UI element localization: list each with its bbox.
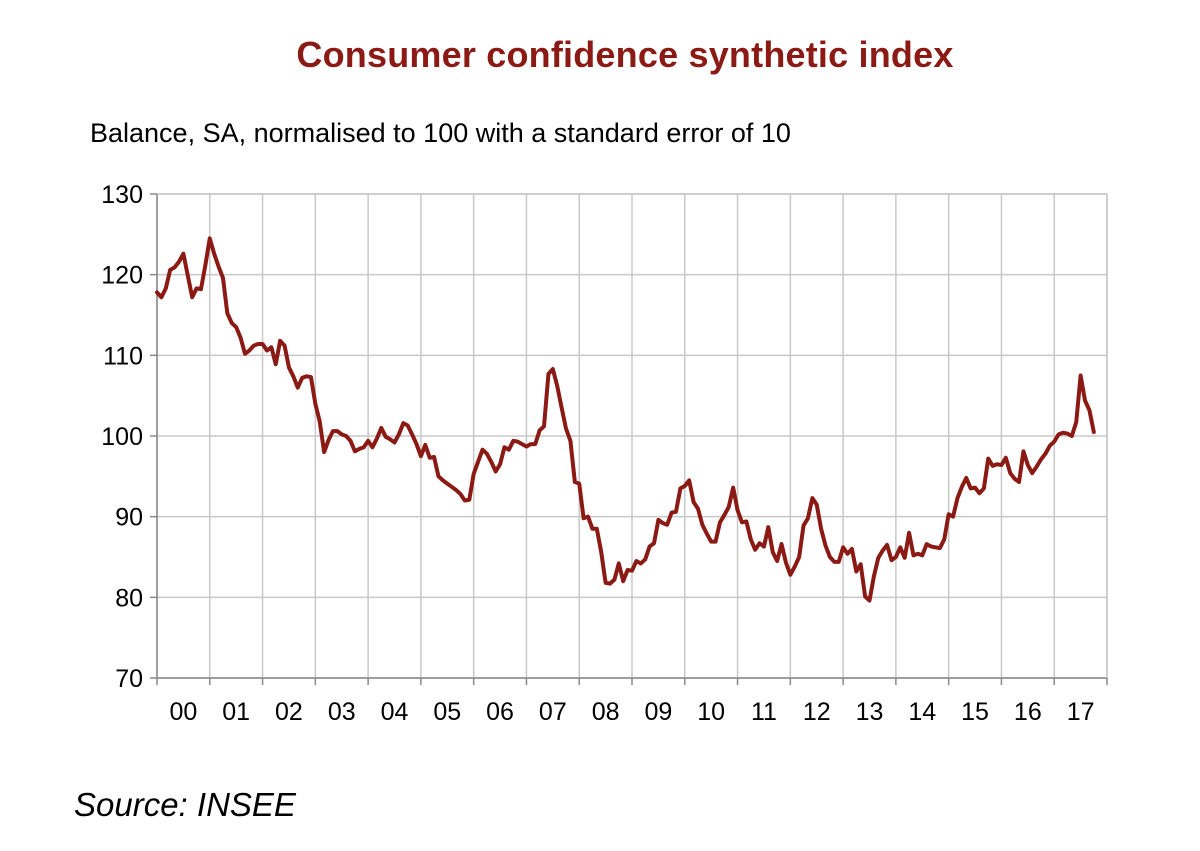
x-tick-label: 01: [222, 698, 250, 726]
x-tick-label: 14: [908, 698, 936, 726]
x-tick-label: 17: [1067, 698, 1095, 726]
x-tick-label: 08: [592, 698, 620, 726]
source-note: Source: INSEE: [74, 786, 296, 823]
tick-labels: 70 80 90 100 110 120 130 00 01 02 03 04 05 06 07 08 09 10…: [101, 181, 1094, 726]
y-tick-label: 120: [101, 262, 143, 290]
y-tick-label: 70: [115, 665, 143, 693]
series-layer: [155, 236, 1096, 603]
x-tick-label: 00: [169, 698, 197, 726]
x-tick-label: 12: [803, 698, 831, 726]
y-tick-label: 110: [103, 342, 143, 370]
y-tick-label: 90: [115, 504, 143, 532]
x-tick-label: 15: [961, 698, 989, 726]
grid-layer: [156, 193, 1108, 679]
x-tick-label: 09: [644, 698, 672, 726]
x-tick-label: 13: [856, 698, 884, 726]
y-tick-label: 130: [101, 181, 143, 209]
x-tick-label: 16: [1014, 698, 1042, 726]
x-tick-label: 10: [697, 698, 725, 726]
x-tick-label: 04: [381, 698, 409, 726]
x-tick-label: 06: [486, 698, 514, 726]
x-tick-label: 07: [539, 698, 567, 726]
x-tick-label: 11: [751, 698, 777, 726]
y-tick-label: 100: [101, 423, 143, 451]
chart-title: Consumer confidence synthetic index: [296, 34, 954, 75]
y-tick-label: 80: [115, 584, 143, 612]
axis-layer: [150, 193, 1108, 685]
chart-subtitle: Balance, SA, normalised to 100 with a st…: [90, 118, 791, 148]
x-tick-label: 03: [328, 698, 356, 726]
x-tick-label: 02: [275, 698, 303, 726]
x-tick-label: 05: [433, 698, 461, 726]
series-line-consumer-confidence: [155, 236, 1096, 603]
